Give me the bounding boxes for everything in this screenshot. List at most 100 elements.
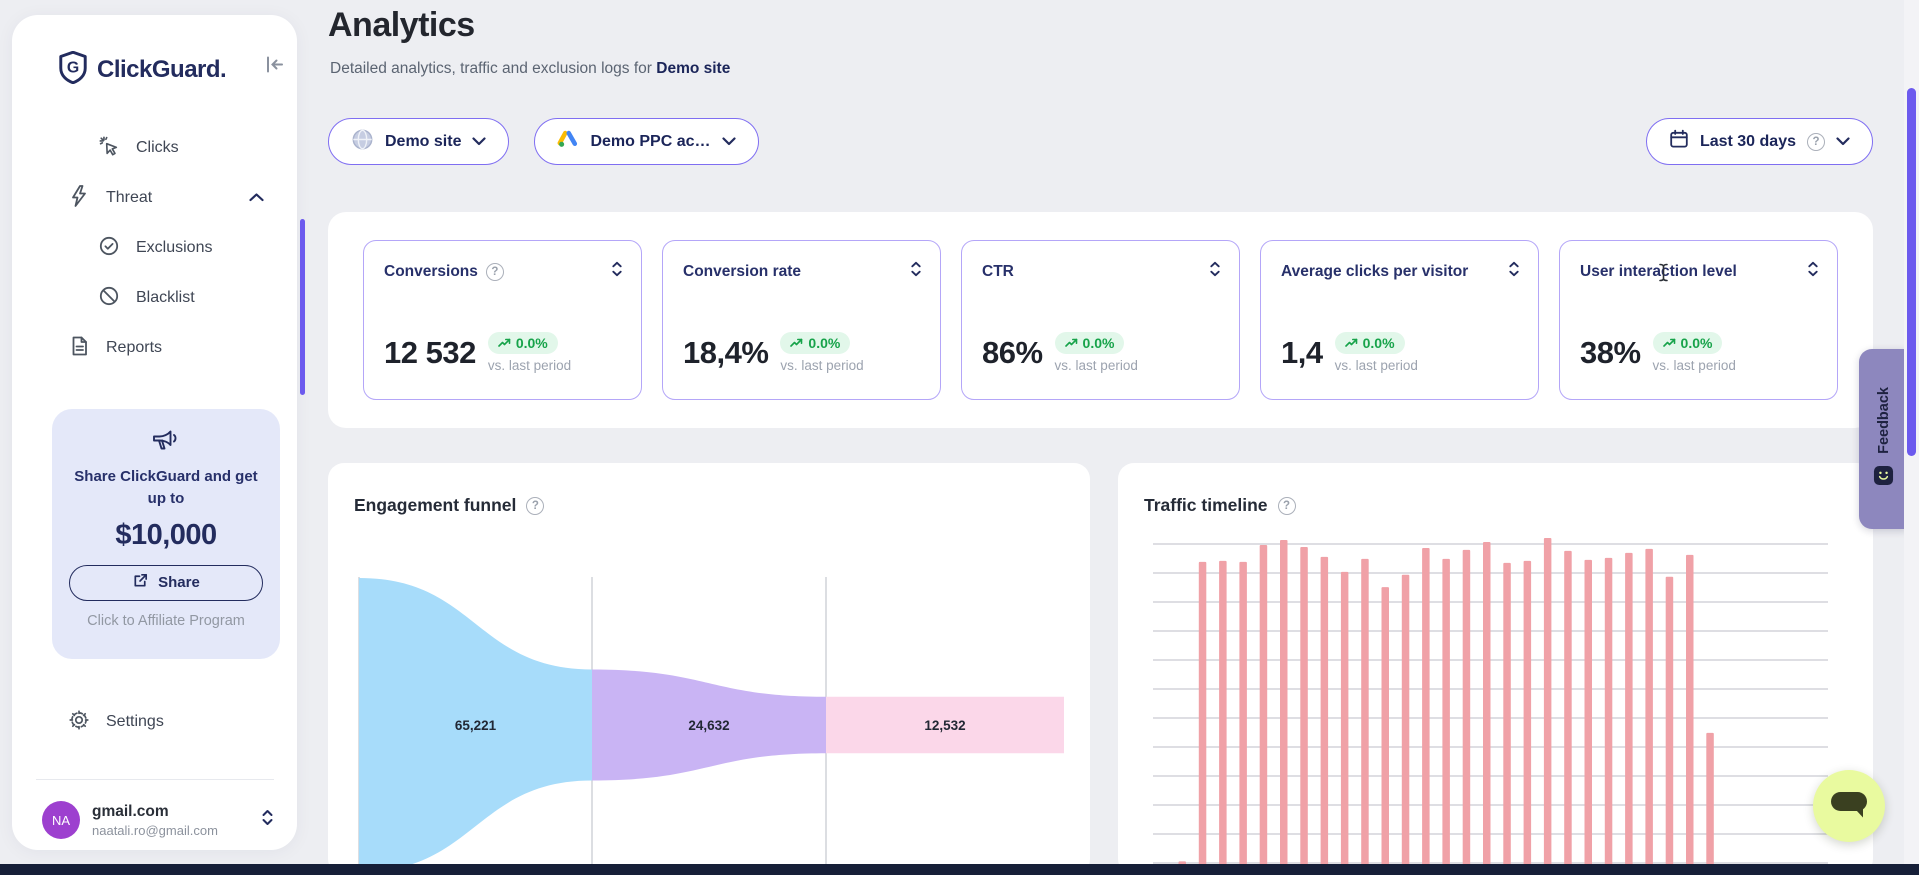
engagement-funnel-card: 65,221 24,632 12,532 Engagement funnel ? — [328, 463, 1090, 875]
stats-panel: Conversions ? 12 532 0.0% vs. last perio… — [328, 212, 1873, 428]
svg-text:G: G — [67, 59, 79, 76]
cursor-click-icon — [98, 135, 120, 162]
trend-value: 0.0% — [515, 335, 548, 351]
sort-updown-icon[interactable] — [910, 261, 922, 282]
sidebar-item-label: Blacklist — [136, 289, 195, 306]
bottom-edge-bar — [0, 864, 1919, 875]
sidebar-item-clicks[interactable]: Clicks — [98, 131, 179, 165]
sidebar: G ClickGuard. Clicks Threat Exclusions B… — [12, 15, 305, 850]
help-icon[interactable]: ? — [485, 262, 504, 281]
stat-card-conversion-rate: Conversion rate 18,4% 0.0% vs. last peri… — [662, 240, 941, 400]
traffic-timeline-card: Traffic timeline ? — [1118, 463, 1873, 875]
feedback-label: Feedback — [1875, 386, 1892, 454]
trend-badge: 0.0% — [487, 332, 558, 354]
sidebar-item-exclusions[interactable]: Exclusions — [98, 231, 212, 265]
brand-text: ClickGuard. — [97, 56, 227, 83]
sidebar-divider — [36, 779, 274, 780]
feedback-smiley-icon — [1873, 465, 1894, 491]
megaphone-icon — [151, 430, 181, 457]
promo-text: Share ClickGuard and get up to — [74, 468, 258, 507]
stat-sub: vs. last period — [487, 358, 572, 373]
sidebar-item-settings[interactable]: Settings — [68, 705, 164, 739]
stat-value: 18,4% — [683, 334, 769, 370]
sidebar-collapse-icon[interactable] — [264, 55, 285, 79]
page-title: Analytics — [328, 6, 475, 44]
stat-card-avg-clicks: Average clicks per visitor 1,4 0.0% vs. … — [1260, 240, 1539, 400]
chevron-down-icon — [1836, 133, 1850, 151]
trend-badge: 0.0% — [780, 332, 851, 354]
sort-updown-icon[interactable] — [1209, 261, 1221, 282]
trend-badge: 0.0% — [1334, 332, 1405, 354]
badge-check-icon — [98, 235, 120, 262]
sidebar-item-blacklist[interactable]: Blacklist — [98, 281, 195, 315]
account-email: naatali.ro@gmail.com — [92, 822, 218, 838]
account-switcher[interactable]: NA gmail.com naatali.ro@gmail.com — [42, 801, 274, 839]
external-link-icon — [132, 572, 149, 593]
stat-value: 1,4 — [1281, 334, 1323, 370]
chevron-up-icon[interactable] — [249, 189, 264, 207]
filters-bar: Demo site Demo PPC ac… Last 30 days ? — [328, 118, 1873, 165]
trend-value: 0.0% — [808, 335, 841, 351]
trend-badge: 0.0% — [1054, 332, 1125, 354]
lightning-icon — [68, 184, 90, 213]
site-selector-value: Demo site — [385, 132, 462, 150]
page-subtitle: Detailed analytics, traffic and exclusio… — [330, 60, 730, 78]
globe-icon — [351, 128, 374, 156]
date-range-value: Last 30 days — [1699, 132, 1796, 150]
subtitle-site-name: Demo site — [656, 60, 731, 77]
sidebar-item-label: Exclusions — [136, 239, 213, 256]
clickguard-shield-icon: G — [58, 50, 88, 89]
promo-amount: $10,000 — [115, 518, 217, 551]
svg-text:12,532: 12,532 — [924, 718, 965, 733]
subtitle-text: Detailed analytics, traffic and exclusio… — [330, 60, 657, 77]
help-icon[interactable]: ? — [1807, 132, 1825, 151]
stat-sub: vs. last period — [780, 358, 864, 373]
logo[interactable]: G ClickGuard. — [58, 50, 227, 89]
stat-sub: vs. last period — [1334, 358, 1418, 373]
sidebar-scrollbar-thumb[interactable] — [300, 219, 305, 395]
page-scrollbar-thumb[interactable] — [1907, 88, 1916, 456]
help-icon[interactable]: ? — [1277, 496, 1296, 515]
sort-updown-icon[interactable] — [1508, 261, 1520, 282]
date-range-selector[interactable]: Last 30 days ? — [1645, 118, 1873, 165]
help-icon[interactable]: ? — [526, 496, 545, 515]
share-button[interactable]: Share — [69, 564, 263, 601]
funnel-chart-title: Engagement funnel — [354, 495, 517, 515]
site-selector[interactable]: Demo site — [328, 118, 510, 165]
ppc-account-selector[interactable]: Demo PPC ac… — [534, 118, 759, 165]
traffic-timeline-chart — [1153, 538, 1828, 875]
chevron-down-icon — [721, 133, 736, 151]
stat-title: Conversion rate — [683, 262, 802, 280]
ppc-account-value: Demo PPC ac… — [590, 132, 711, 150]
ban-icon — [98, 285, 120, 312]
sort-updown-icon[interactable] — [611, 261, 623, 282]
trend-value: 0.0% — [1082, 335, 1115, 351]
stat-title: Average clicks per visitor — [1281, 262, 1469, 280]
sidebar-item-label: Threat — [106, 189, 153, 206]
sort-updown-icon[interactable] — [1807, 261, 1819, 282]
affiliate-link-text[interactable]: Click to Affiliate Program — [87, 612, 245, 629]
stat-title: CTR — [982, 262, 1014, 280]
select-updown-icon[interactable] — [261, 809, 274, 831]
share-button-label: Share — [158, 574, 200, 591]
svg-text:65,221: 65,221 — [455, 718, 497, 733]
text-cursor — [1658, 263, 1669, 287]
stat-sub: vs. last period — [1054, 358, 1138, 373]
avatar: NA — [42, 801, 80, 839]
affiliate-promo-card[interactable]: Share ClickGuard and get up to $10,000 S… — [52, 409, 280, 659]
chat-bubble-icon — [1828, 787, 1870, 826]
stat-card-ctr: CTR 86% 0.0% vs. last period — [961, 240, 1240, 400]
sidebar-item-label: Reports — [106, 339, 163, 356]
trend-badge: 0.0% — [1652, 332, 1723, 354]
stat-value: 38% — [1580, 334, 1641, 370]
traffic-chart-title: Traffic timeline — [1144, 495, 1268, 515]
feedback-tab[interactable]: Feedback — [1859, 349, 1908, 529]
sidebar-item-threat[interactable]: Threat — [68, 181, 264, 215]
sidebar-item-label: Settings — [106, 713, 164, 730]
stat-value: 12 532 — [384, 334, 476, 370]
chat-widget-button[interactable] — [1813, 770, 1885, 842]
sidebar-item-reports[interactable]: Reports — [68, 331, 162, 365]
sidebar-item-label: Clicks — [136, 139, 179, 156]
google-ads-icon — [557, 129, 579, 154]
stat-sub: vs. last period — [1652, 358, 1736, 373]
